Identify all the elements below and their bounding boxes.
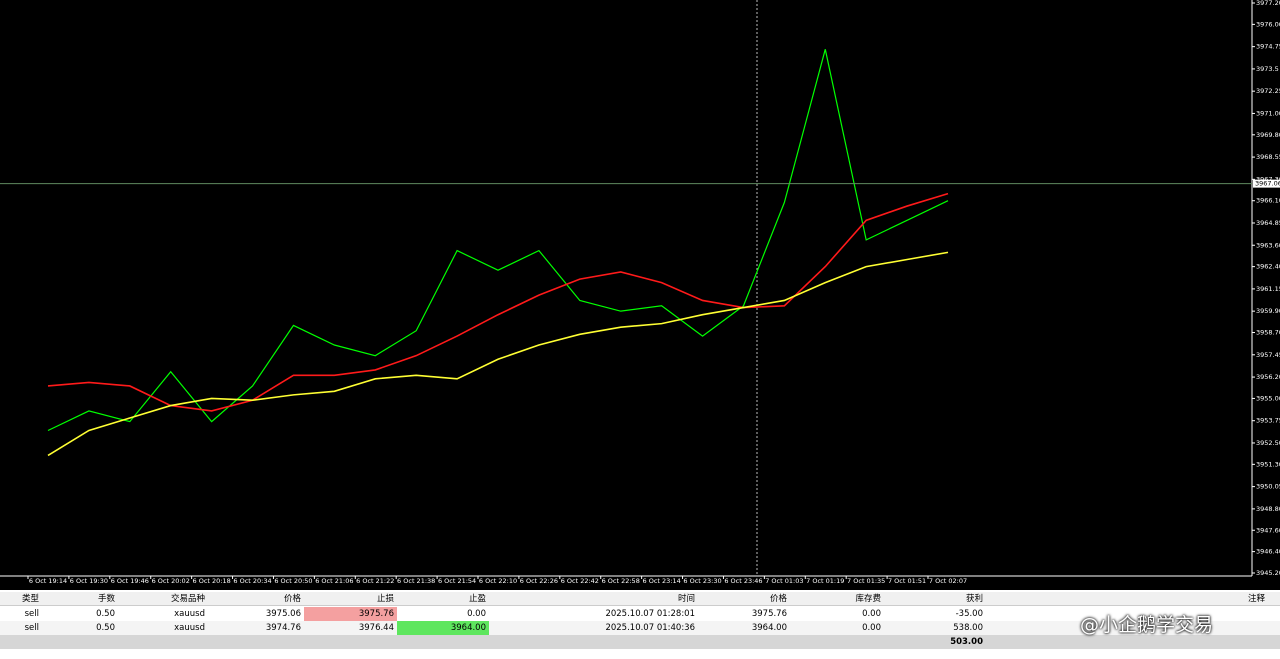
x-tick-label: 7 Oct 02:07 <box>929 577 967 585</box>
current-price-label: 3967.06 <box>1255 180 1280 188</box>
table-cell: -35.00 <box>955 609 983 619</box>
x-tick-label: 6 Oct 20:34 <box>233 577 271 585</box>
y-tick-label: 3976.00 <box>1256 20 1280 28</box>
table-cell: 价格 <box>208 592 304 606</box>
table-cell: 止损 <box>304 592 397 606</box>
x-tick-label: 6 Oct 21:54 <box>438 577 476 585</box>
table-cell: 获利 <box>884 592 986 606</box>
x-tick-label: 6 Oct 22:26 <box>520 577 558 585</box>
y-tick-label: 3948.80 <box>1256 505 1280 513</box>
table-cell: xauusd <box>174 623 205 633</box>
y-tick-label: 3963.60 <box>1256 241 1280 249</box>
x-tick-label: 6 Oct 19:46 <box>111 577 149 585</box>
y-tick-label: 3953.75 <box>1256 417 1280 425</box>
table-cell: 库存费 <box>790 592 884 606</box>
y-tick-label: 3969.80 <box>1256 131 1280 139</box>
table-cell: 0.00 <box>862 623 881 633</box>
table-cell: 3975.76 <box>751 609 787 619</box>
y-tick-label: 3973.5 <box>1256 65 1279 73</box>
y-tick-label: 3959.90 <box>1256 307 1280 315</box>
y-tick-label: 3971.00 <box>1256 109 1280 117</box>
y-tick-label: 3967.30 <box>1256 175 1280 183</box>
table-cell: 3974.76 <box>265 623 301 633</box>
current-price-box <box>1253 179 1280 188</box>
table-cell: 3964.00 <box>397 621 489 635</box>
x-tick-label: 6 Oct 20:18 <box>193 577 231 585</box>
price-line <box>47 251 949 457</box>
x-tick-label: 6 Oct 20:50 <box>274 577 312 585</box>
table-cell: 2025.10.07 01:28:01 <box>605 609 695 619</box>
table-cell <box>0 621 1280 635</box>
table-cell: 0.00 <box>862 609 881 619</box>
y-tick-label: 3951.30 <box>1256 460 1280 468</box>
x-tick-label: 6 Oct 20:02 <box>152 577 190 585</box>
x-tick-label: 6 Oct 19:14 <box>29 577 67 585</box>
table-cell: 价格 <box>698 592 790 606</box>
table-cell: 3975.76 <box>304 607 397 621</box>
table-cell: 时间 <box>489 592 698 606</box>
y-tick-label: 3945.20 <box>1256 569 1280 577</box>
table-cell: 注释 <box>986 592 1268 606</box>
y-tick-label: 3956.20 <box>1256 373 1280 381</box>
table-cell: xauusd <box>174 609 205 619</box>
y-tick-label: 3974.75 <box>1256 43 1280 51</box>
x-tick-label: 6 Oct 21:06 <box>315 577 353 585</box>
table-cell: 503.00 <box>884 635 986 649</box>
watermark: @小企鹅学交易 <box>1080 614 1214 636</box>
background <box>0 0 1280 590</box>
table-cell: sell <box>24 609 39 619</box>
y-tick-label: 3977.20 <box>1256 0 1280 7</box>
y-tick-label: 3950.05 <box>1256 483 1280 491</box>
y-tick-label: 3972.25 <box>1256 87 1280 95</box>
y-tick-label: 3946.40 <box>1256 548 1280 556</box>
x-tick-label: 6 Oct 21:22 <box>356 577 394 585</box>
chart: 3977.20 3976.00 3974.75 3973.5 3972.25 3971.0… <box>0 0 1280 590</box>
x-tick-label: 6 Oct 23:46 <box>724 577 762 585</box>
x-tick-label: 7 Oct 01:03 <box>765 577 803 585</box>
table-cell: 0.00 <box>467 609 486 619</box>
table-cell: 538.00 <box>953 623 983 633</box>
y-tick-label: 3966.10 <box>1256 197 1280 205</box>
y-tick-label: 3962.40 <box>1256 263 1280 271</box>
table-cell: 0.50 <box>96 623 115 633</box>
y-tick-label: 3968.55 <box>1256 153 1280 161</box>
table-cell: 止盈 <box>397 592 489 606</box>
x-tick-label: 6 Oct 23:14 <box>643 577 681 585</box>
x-tick-label: 6 Oct 19:30 <box>70 577 108 585</box>
table-cell <box>0 635 1280 649</box>
table-cell: 交易品种 <box>118 592 208 606</box>
y-tick-label: 3957.45 <box>1256 351 1280 359</box>
table-cell: 3964.00 <box>751 623 787 633</box>
x-tick-label: 6 Oct 21:38 <box>397 577 435 585</box>
table-cell: 类型 <box>0 592 42 606</box>
price-line <box>47 192 949 412</box>
table-cell: sell <box>24 623 39 633</box>
x-tick-label: 7 Oct 01:19 <box>806 577 844 585</box>
y-tick-label: 3961.15 <box>1256 285 1280 293</box>
y-tick-label: 3964.85 <box>1256 219 1280 227</box>
price-line <box>47 49 949 432</box>
y-tick-label: 3955.00 <box>1256 394 1280 402</box>
table-cell: 3975.06 <box>265 609 301 619</box>
y-tick-label: 3947.60 <box>1256 526 1280 534</box>
table-cell: 2025.10.07 01:40:36 <box>605 623 695 633</box>
table-cell: 手数 <box>42 592 118 606</box>
x-tick-label: 7 Oct 01:35 <box>847 577 885 585</box>
y-tick-label: 3952.50 <box>1256 439 1280 447</box>
table-cell: 3976.44 <box>358 623 394 633</box>
x-tick-label: 6 Oct 22:42 <box>561 577 599 585</box>
table-cell: 0.50 <box>96 609 115 619</box>
x-tick-label: 6 Oct 23:30 <box>683 577 721 585</box>
x-tick-label: 7 Oct 01:51 <box>888 577 926 585</box>
y-tick-label: 3958.70 <box>1256 329 1280 337</box>
x-tick-label: 6 Oct 22:58 <box>602 577 640 585</box>
x-tick-label: 6 Oct 22:10 <box>479 577 517 585</box>
